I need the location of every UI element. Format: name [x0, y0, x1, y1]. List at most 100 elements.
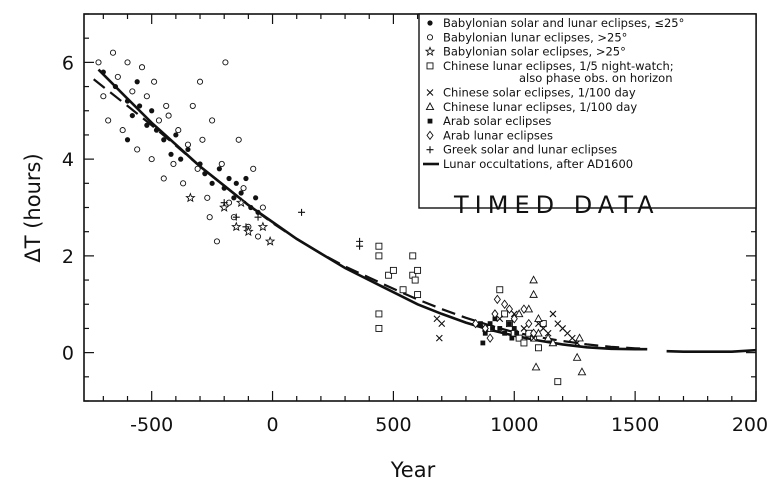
legend-marker	[426, 62, 434, 70]
data-point	[255, 209, 261, 215]
data-point	[534, 314, 543, 323]
x-tick-label: 1500	[611, 414, 659, 436]
data-point	[231, 195, 237, 201]
data-point	[233, 180, 239, 186]
data-point	[138, 64, 146, 71]
data-point	[124, 98, 131, 104]
data-point	[501, 299, 509, 309]
data-point	[491, 309, 499, 319]
data-point	[206, 214, 213, 221]
data-point	[216, 166, 222, 172]
data-point	[112, 83, 119, 90]
data-point	[435, 334, 443, 342]
data-point	[235, 197, 247, 208]
data-point	[95, 59, 102, 66]
legend-label: Arab lunar eclipses	[443, 128, 553, 142]
data-point	[490, 326, 495, 331]
y-tick-label: 0	[62, 343, 74, 365]
data-point	[240, 185, 247, 192]
data-point	[170, 160, 177, 168]
data-point	[136, 103, 143, 109]
data-point	[189, 102, 196, 109]
data-points	[95, 49, 587, 386]
data-point	[510, 314, 518, 324]
data-point	[414, 266, 422, 274]
x-axis-title: Year	[390, 458, 436, 482]
legend: Babylonian solar and lunar eclipses, ≤25…	[418, 13, 757, 209]
data-point	[129, 88, 136, 95]
data-point	[411, 276, 419, 284]
data-point	[375, 242, 383, 250]
data-point	[375, 310, 383, 318]
data-point	[155, 117, 162, 124]
legend-box	[418, 13, 757, 209]
data-point	[134, 79, 140, 85]
data-point	[221, 185, 227, 191]
data-point	[530, 328, 538, 339]
data-point	[253, 195, 259, 201]
data-point	[496, 315, 504, 323]
legend-label: Babylonian solar and lunar eclipses, ≤25…	[443, 16, 684, 30]
data-point	[480, 340, 486, 346]
data-point	[492, 316, 498, 322]
data-point	[242, 223, 250, 231]
data-point	[105, 117, 112, 124]
legend-marker	[426, 34, 434, 41]
data-point	[109, 49, 117, 56]
data-point	[493, 294, 501, 305]
data-point	[235, 136, 242, 143]
data-point	[175, 127, 182, 134]
data-point	[199, 136, 206, 143]
data-point	[515, 334, 523, 342]
data-point	[153, 127, 160, 133]
data-point	[487, 321, 493, 326]
legend-marker	[427, 20, 433, 26]
data-point	[168, 151, 174, 157]
y-tick-label: 4	[62, 149, 74, 171]
data-point	[529, 289, 538, 298]
legend-marker	[426, 146, 434, 154]
data-point	[243, 175, 249, 182]
data-point	[520, 339, 528, 347]
data-point	[220, 199, 228, 207]
data-point	[505, 304, 514, 314]
x-tick-label: 500	[375, 414, 411, 436]
data-point	[196, 78, 204, 85]
data-point	[202, 171, 208, 177]
data-point	[119, 127, 126, 134]
data-point	[197, 161, 203, 167]
data-point	[222, 59, 229, 66]
data-point	[243, 226, 254, 237]
data-point	[163, 102, 170, 109]
data-point	[514, 309, 524, 318]
data-point	[148, 156, 155, 163]
data-point	[409, 252, 417, 260]
data-point	[525, 318, 533, 329]
data-point	[219, 202, 230, 212]
data-point	[529, 275, 538, 284]
timed-data-annotation: TIMED DATA	[453, 191, 660, 219]
data-point	[375, 324, 383, 332]
data-point	[549, 310, 557, 318]
legend-marker	[426, 130, 434, 141]
data-point	[501, 310, 509, 318]
data-point	[385, 271, 393, 279]
legend-marker	[427, 118, 433, 124]
data-point	[218, 160, 225, 168]
data-point	[114, 73, 121, 80]
data-point	[226, 175, 232, 182]
data-point	[264, 235, 276, 246]
data-point	[575, 333, 584, 342]
data-point	[100, 69, 106, 75]
data-point	[129, 112, 135, 119]
data-point	[509, 335, 515, 341]
data-point	[204, 194, 211, 201]
x-tick-label: -500	[130, 414, 173, 436]
fit-curves	[93, 68, 757, 353]
data-point	[180, 180, 187, 187]
data-point	[232, 213, 240, 221]
data-point	[481, 323, 489, 334]
data-point	[165, 112, 172, 119]
data-point	[151, 78, 158, 85]
